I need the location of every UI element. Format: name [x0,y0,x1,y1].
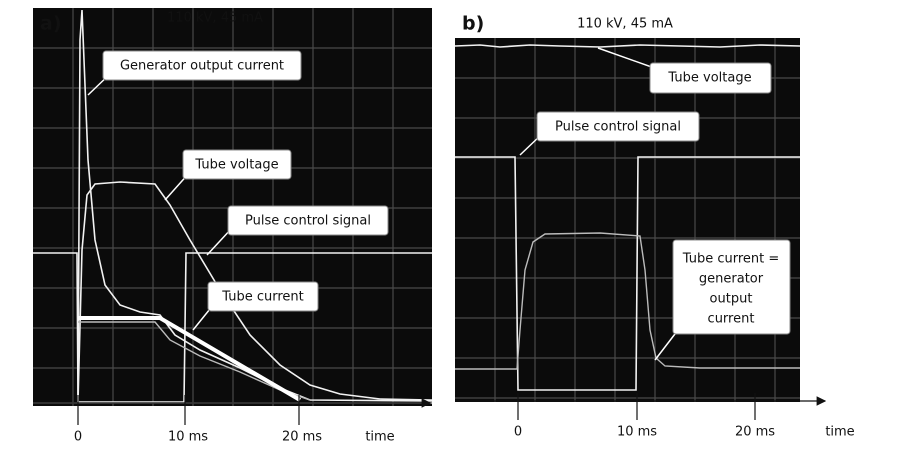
annotation: Pulse control signal [555,120,681,135]
annotation-line: output [710,292,753,307]
annotation: Tube voltage [194,158,278,173]
annotation: Generator output current [120,59,284,74]
callout [207,281,319,312]
screen-b [455,38,800,402]
current-trace-b [455,232,800,370]
voltage-trace-b [454,44,801,48]
callout [102,50,302,81]
callout [182,149,292,180]
annotation: Tube voltage [667,71,751,86]
annotation-line: Tube current = [682,252,780,267]
annotation-line: current [708,312,755,327]
panel-label: a) [40,13,62,35]
callout [536,111,700,142]
annotation: Tube current [221,290,304,305]
annotation: Pulse control signal [245,214,371,229]
heading: 110 kV, 45 mA [577,17,673,32]
tick-label: 0 [74,430,82,445]
axis-label: time [365,430,394,445]
voltage-trace-a [77,181,433,403]
callout [649,62,772,94]
tick-label: 0 [514,425,522,440]
pulse-trace-b [455,156,800,391]
pointer [654,329,679,361]
current-trace-a [78,316,302,402]
panel-label: b) [462,13,484,35]
tick-label: 10 ms [617,425,657,440]
annotation-line: generator [699,272,764,287]
callout [227,205,389,236]
pulse-trace-a [33,252,432,403]
tick-label: 20 ms [282,430,322,445]
axis-label: time [825,425,854,440]
tick-label: 10 ms [168,430,208,445]
tick-label: 20 ms [735,425,775,440]
callout [672,239,791,335]
heading: 110 kV, 45 mA [167,11,263,26]
